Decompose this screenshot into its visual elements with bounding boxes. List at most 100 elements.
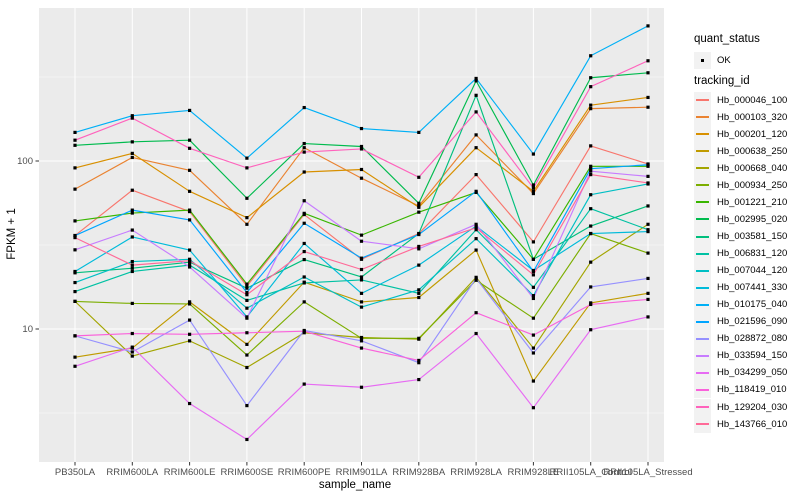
data-point-marker [73,364,77,368]
legend-key-box [694,210,711,228]
x-tick-label: RRIM600PE [278,467,331,478]
legend-item-label: Hb_028872_080 [717,333,788,345]
data-point-marker [359,144,364,149]
legend-item-label: Hb_000668_040 [717,162,788,174]
data-point-marker [646,24,650,28]
data-point-marker [646,59,650,63]
data-point-marker [531,189,535,193]
data-point-marker [188,168,192,172]
legend-key-box [694,91,711,109]
legend-item: Hb_006831_120 [694,245,788,263]
legend-swatch-line [696,235,709,238]
data-point-marker [474,222,478,226]
legend-item-label: OK [717,55,731,66]
data-point-marker [245,306,249,310]
data-point-marker [531,269,535,274]
data-point-marker [589,54,593,58]
data-point-marker [474,311,478,315]
data-point-marker [73,289,77,294]
data-point-marker [417,175,421,179]
data-point-marker [531,333,535,337]
legend-item-label: Hb_010175_040 [717,299,788,311]
data-point-marker [359,305,364,309]
legend-item-label: Hb_007044_120 [717,265,788,277]
data-point-marker [646,229,650,234]
data-point-marker [646,95,650,100]
data-point-marker [417,244,421,249]
data-point-marker [130,350,134,354]
legend-item-label: Hb_007441_330 [717,282,788,294]
data-point-marker [589,302,593,307]
data-point-marker [302,141,306,146]
legend-item-label: Hb_118419_010 [717,384,787,396]
data-point-marker [474,76,478,81]
data-point-marker [73,269,77,274]
legend-swatch-line [696,99,709,102]
data-point-marker [417,247,421,251]
data-point-marker [417,361,421,365]
legend-item: Hb_021596_090 [694,313,787,331]
legend-item: Hb_000046_100 [694,91,787,109]
data-point-marker [474,278,478,282]
data-point-marker [359,339,364,343]
y-tick-label: 100 [17,156,33,167]
data-point-marker [130,228,134,232]
x-tick-label: RRII105LA_Stressed [603,467,692,478]
legend: quant_status OK tracking_id Hb_000046_10… [694,0,800,500]
data-point-marker [188,318,192,322]
data-point-marker [359,239,364,243]
legend-item-label: Hb_006831_120 [717,248,788,260]
data-point-marker [417,358,421,363]
legend-item-label: Hb_000103_320 [717,111,788,123]
data-point-marker [245,293,249,297]
data-point-marker [474,226,478,230]
legend-swatch-line [696,371,709,374]
data-point-marker [474,228,478,232]
legend-key-box [694,415,711,433]
data-point-marker [359,233,364,237]
data-point-marker [359,167,364,172]
x-axis-title: sample_name [318,479,392,491]
data-point-marker [302,150,306,154]
data-point-marker [73,334,77,338]
data-point-marker [646,297,650,302]
data-point-marker [359,291,364,295]
legend-key-box [694,296,711,314]
data-point-marker [359,176,364,180]
data-point-marker [417,288,421,292]
data-point-marker [302,275,306,279]
legend-item-label: Hb_002995_020 [717,213,788,225]
data-point-marker [188,108,192,113]
data-point-marker [359,147,364,151]
legend-item: Hb_010175_040 [694,296,788,314]
data-point-marker [302,146,306,150]
data-point-marker [474,248,478,252]
data-point-marker [302,249,306,254]
legend-key-box [694,381,711,399]
data-point-marker [359,256,364,260]
legend-swatch-line [696,116,709,119]
data-point-marker [245,284,249,288]
legend-swatch-line [696,252,709,255]
data-point-marker [531,316,535,320]
legend-item-label: Hb_143766_010 [717,418,788,430]
data-point-marker [188,401,192,406]
data-point-marker [188,259,192,263]
data-point-marker [130,301,134,306]
data-point-marker [417,336,421,340]
data-point-marker [130,116,134,120]
data-point-marker [245,437,249,442]
data-point-marker [589,85,593,89]
data-point-marker [188,189,192,193]
data-point-marker [188,332,192,336]
data-point-marker [589,285,593,289]
data-point-marker [73,187,77,191]
x-tick-label: RRIM928BA [392,467,445,478]
data-point-marker [130,208,134,212]
data-point-marker [646,228,650,232]
legend-item: Hb_001221_210 [694,193,787,211]
data-point-marker [474,133,478,137]
data-point-marker [302,221,306,225]
data-point-marker [474,79,478,83]
data-point-marker [359,278,364,282]
